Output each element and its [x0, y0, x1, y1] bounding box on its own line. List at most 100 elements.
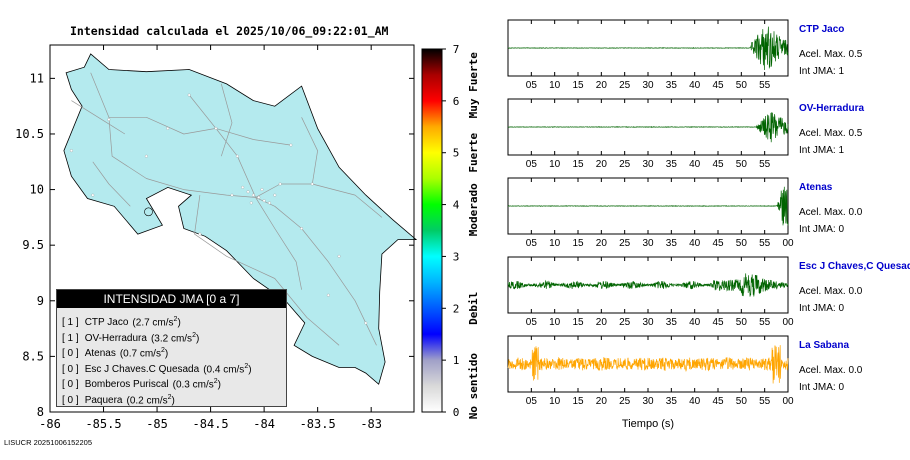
station-dot	[107, 118, 111, 121]
seismogram-tick-label: 20	[596, 238, 608, 249]
seismogram-tick-label: 35	[666, 238, 678, 249]
map-frame	[49, 44, 415, 413]
station-dot	[187, 93, 191, 97]
colorbar-class-label: Muy Fuerte	[467, 52, 480, 119]
seismogram-tick-label: 25	[619, 80, 631, 91]
seismograms: 05 10 15 20 25 30 35 40 45 50 55 CTP Jaco Acel. Max.…	[507, 19, 910, 430]
station-dot	[214, 126, 218, 130]
legend-accel-close: )	[171, 394, 175, 406]
y-tick-label: 9	[37, 294, 44, 308]
legend-accel-exponent: 2	[192, 331, 196, 339]
station-jma-intensity: Int JMA: 0	[799, 382, 844, 393]
legend-station: Paquera	[84, 394, 123, 406]
legend-station: CTP Jaco	[84, 317, 129, 329]
seismogram-tick-label: 10	[549, 159, 561, 170]
legend-items: [ 1 ] CTP Jaco (2.7 cm/s2)[ 1 ] OV-Herradur…	[57, 308, 286, 406]
station-dot	[166, 126, 170, 130]
seismogram-tick-label: 35	[666, 159, 678, 170]
legend-accel: (3.2 cm/s	[150, 332, 193, 344]
station-dot	[260, 188, 264, 192]
legend-intensity: [ 0 ]	[62, 394, 79, 406]
seismogram-tick-label: 20	[596, 80, 608, 91]
legend-accel: (0.2 cm/s	[126, 394, 168, 406]
colorbar-tick-label: 7	[453, 43, 460, 56]
seismogram-tick-label: 35	[666, 396, 678, 407]
seismogram-tick-label: 45	[712, 159, 724, 170]
seismogram-tick-label: 40	[689, 159, 701, 170]
seismogram-tick-label: 20	[596, 159, 608, 170]
costa-rica-landmass	[63, 53, 418, 385]
station-dot	[230, 193, 234, 197]
station-accel-max: Acel. Max. 0.0	[799, 207, 863, 218]
seismogram-tick-label: 30	[642, 238, 654, 249]
legend-station: Bomberos Puriscal	[84, 379, 169, 391]
y-tick-label: 8.5	[22, 349, 44, 363]
legend-accel-close: )	[164, 348, 169, 360]
seismogram-tick-label: 10	[549, 317, 561, 328]
x-tick-label: -85.5	[85, 417, 121, 431]
seismogram-tick-label: 10	[549, 238, 561, 249]
seismogram-tick-label: 50	[736, 238, 748, 249]
seismogram-trace	[507, 112, 789, 143]
seismogram-tick-label: 55	[759, 396, 771, 407]
station-accel-max: Acel. Max. 0.5	[799, 49, 863, 60]
seismogram-tick-label: 50	[736, 80, 748, 91]
station-dot	[268, 201, 271, 205]
seismogram-tick-label: 10	[549, 80, 561, 91]
station-dot	[278, 182, 282, 186]
seismogram-tick-label: 20	[596, 317, 608, 328]
x-tick-label: -85	[146, 417, 168, 431]
station-dot	[246, 190, 250, 194]
island	[144, 207, 153, 217]
seismogram-tick-label: 35	[666, 317, 678, 328]
legend-intensity: [ 1 ]	[62, 332, 79, 344]
seismogram-tick-label: 25	[619, 238, 631, 249]
station-dot	[198, 232, 202, 236]
footer-stamp: LISUCR 20251006152205	[4, 438, 92, 447]
legend-item: [ 0 ] Paquera (0.2 cm/s2)	[62, 390, 286, 406]
legend-accel: (0.7 cm/s	[119, 348, 161, 360]
station-dot	[289, 143, 293, 147]
road-line	[301, 117, 318, 185]
intensity-map: -86 -85.5 -85 -84.5 -84 -83.5 -83 8 8.5 9 9.5 10 10.…	[15, 44, 418, 431]
seismogram-tick-label: 45	[712, 80, 724, 91]
seismogram-tick-label: 05	[526, 80, 538, 91]
station-jma-intensity: Int JMA: 0	[799, 303, 844, 314]
station-dot	[337, 254, 341, 258]
legend-accel-close: )	[195, 332, 200, 344]
station-dot	[326, 293, 330, 297]
legend-intensity: [ 0 ]	[62, 363, 79, 375]
station-dot	[310, 182, 314, 186]
seismogram-tick-label: 55	[759, 80, 771, 91]
legend-station: Atenas	[84, 348, 116, 360]
y-tick-label: 8	[37, 405, 44, 419]
legend-accel-exponent: 2	[213, 378, 218, 385]
x-tick-label: -86	[39, 417, 61, 431]
station-dot	[300, 227, 304, 230]
seismogram-x-label: Tiempo (s)	[622, 418, 674, 430]
seismogram-tick-label: 05	[526, 396, 538, 407]
seismogram-trace	[507, 273, 789, 297]
station-dot	[241, 185, 245, 189]
legend-intensity: [ 1 ]	[62, 317, 79, 329]
station-dot	[144, 154, 148, 158]
seismogram-tick-label: 00	[782, 396, 794, 407]
station-dot	[91, 193, 95, 197]
x-tick-label: -84.5	[193, 417, 229, 431]
station-jma-intensity: Int JMA: 1	[799, 66, 844, 77]
legend-accel-close: )	[217, 379, 221, 391]
station-name: OV-Herradura	[799, 103, 864, 114]
seismogram-tick-label: 25	[619, 317, 631, 328]
y-tick-label: 10.5	[15, 127, 44, 141]
seismogram-tick-label: 50	[736, 317, 748, 328]
colorbar-gradient	[421, 48, 443, 413]
seismogram-tick-label: 05	[526, 159, 538, 170]
legend-station: OV-Herradura	[84, 332, 147, 344]
y-tick-label: 9.5	[22, 238, 44, 252]
x-tick-label: -83.5	[300, 417, 336, 431]
seismogram-tick-label: 30	[642, 396, 654, 407]
colorbar-tick-label: 5	[453, 147, 460, 160]
seismogram-tick-label: 45	[712, 238, 724, 249]
x-tick-label: -84	[253, 417, 275, 431]
road-line	[92, 161, 131, 207]
